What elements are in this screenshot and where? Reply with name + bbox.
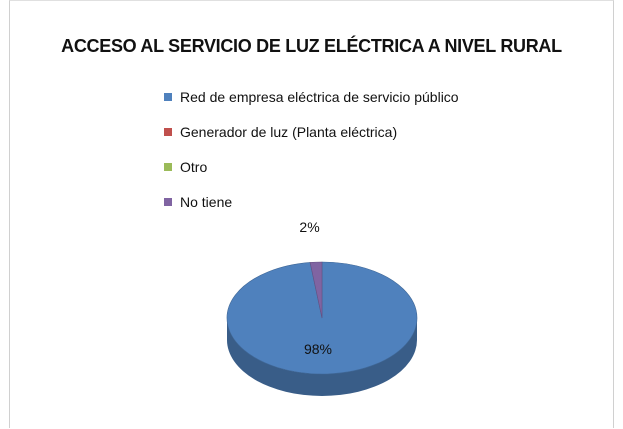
legend-item-otro: Otro	[164, 149, 459, 184]
chart-title: ACCESO AL SERVICIO DE LUZ ELÉCTRICA A NI…	[61, 36, 562, 56]
legend-item-no-tiene: No tiene	[164, 184, 459, 219]
chart-border	[9, 0, 614, 428]
legend-label: Red de empresa eléctrica de servicio púb…	[180, 88, 459, 105]
pie-slice-3	[309, 261, 323, 319]
legend-item-generador: Generador de luz (Planta eléctrica)	[164, 114, 459, 149]
legend-label: Generador de luz (Planta eléctrica)	[180, 123, 398, 140]
legend-label: Otro	[180, 158, 208, 175]
legend-item-red-empresa: Red de empresa eléctrica de servicio púb…	[164, 79, 459, 114]
pie-data-label: 2%	[299, 219, 319, 235]
legend-label: No tiene	[180, 193, 233, 210]
legend-swatch	[164, 197, 172, 206]
legend-swatch	[164, 162, 172, 171]
pie-labels-group: 98% 2%	[299, 219, 332, 357]
pie-top-group	[226, 261, 418, 375]
pie-side-group	[227, 318, 417, 396]
legend-swatch	[164, 92, 172, 101]
pie-data-label: 98%	[304, 341, 332, 357]
legend: Red de empresa eléctrica de servicio púb…	[164, 79, 459, 219]
pie-slice-side	[227, 318, 417, 396]
legend-swatch	[164, 127, 172, 136]
